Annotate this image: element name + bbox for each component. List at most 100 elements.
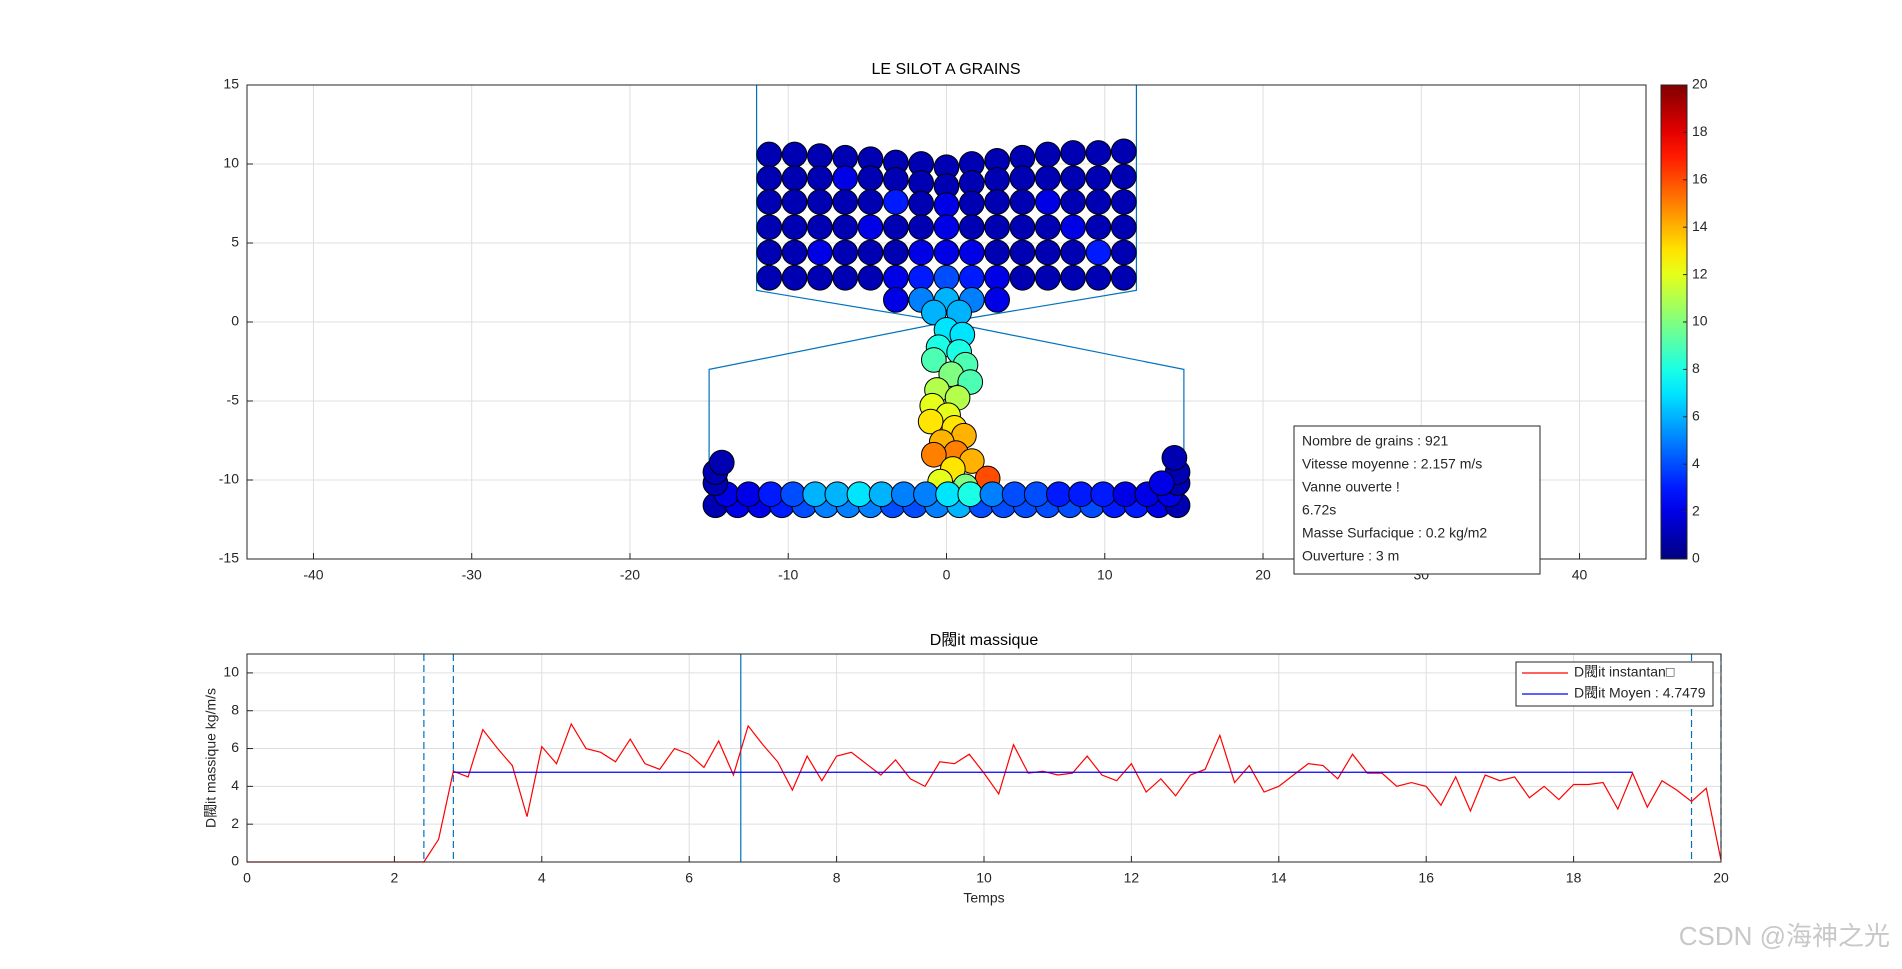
grain xyxy=(807,214,833,241)
grain xyxy=(883,287,909,313)
grain xyxy=(908,214,935,241)
colorbar-tick-label: 6 xyxy=(1692,408,1700,424)
grain xyxy=(1060,189,1086,215)
grain xyxy=(958,214,985,241)
grain xyxy=(756,165,783,192)
grain xyxy=(756,189,783,215)
grain xyxy=(1060,140,1086,166)
grain xyxy=(935,481,961,508)
x-tick-label: -20 xyxy=(620,567,640,583)
x-tick-label: 16 xyxy=(1418,870,1434,886)
colorbar xyxy=(1660,84,1688,560)
colorbar-tick-label: 14 xyxy=(1692,218,1708,234)
y-axis-label: D閥it massique kg/m/s xyxy=(203,688,219,828)
grain xyxy=(1023,481,1050,508)
y-tick-label: 0 xyxy=(231,313,239,329)
grain xyxy=(883,239,909,266)
grain xyxy=(832,264,859,291)
grain xyxy=(857,214,884,241)
grain xyxy=(781,264,808,291)
grain xyxy=(1085,264,1112,291)
axes-frame xyxy=(246,653,1722,863)
x-tick-label: 40 xyxy=(1572,567,1588,583)
grain xyxy=(781,189,808,215)
y-tick-label: 0 xyxy=(231,853,239,869)
grain xyxy=(984,214,1010,241)
grain xyxy=(883,214,909,241)
grain xyxy=(1161,445,1188,471)
y-tick-label: 2 xyxy=(231,815,239,831)
x-tick-label: 8 xyxy=(833,870,841,886)
grain xyxy=(1068,481,1094,508)
grain xyxy=(1110,264,1137,291)
grain xyxy=(807,165,833,192)
grain xyxy=(756,239,783,266)
x-tick-label: 6 xyxy=(685,870,693,886)
grain xyxy=(807,239,833,266)
y-tick-label: 5 xyxy=(231,234,239,250)
grain xyxy=(1110,189,1137,215)
grain xyxy=(1034,189,1061,215)
y-tick-label: 10 xyxy=(223,155,239,171)
grain xyxy=(1034,264,1061,291)
colorbar-tick-label: 12 xyxy=(1692,265,1708,281)
grain xyxy=(807,143,833,169)
grain xyxy=(1060,214,1086,241)
grain xyxy=(1046,481,1072,508)
grain xyxy=(1001,481,1028,508)
x-tick-label: -40 xyxy=(303,567,323,583)
y-tick-label: 10 xyxy=(223,664,239,680)
watermark: CSDN @海神之光 xyxy=(1679,921,1890,951)
colorbar-tick-label: 4 xyxy=(1692,455,1700,471)
grain xyxy=(958,239,985,266)
grain xyxy=(857,165,884,192)
y-tick-label: -5 xyxy=(227,392,240,408)
grain xyxy=(781,239,808,266)
colorbar-tick-label: 0 xyxy=(1692,550,1700,566)
plot-layer xyxy=(702,85,1191,519)
y-tick-label: 8 xyxy=(231,701,239,717)
grain xyxy=(908,239,935,266)
info-box xyxy=(1293,425,1541,575)
grain xyxy=(883,189,909,215)
grain xyxy=(1060,239,1086,266)
grain xyxy=(913,481,939,508)
grain xyxy=(1034,141,1061,168)
info-line: Masse Surfacique : 0.2 kg/m2 xyxy=(1302,525,1487,541)
grain xyxy=(933,192,960,218)
grain xyxy=(933,239,960,266)
info-line: Nombre de grains : 921 xyxy=(1302,433,1449,449)
grain xyxy=(1148,470,1175,497)
grain xyxy=(832,214,859,241)
colorbar-tick-label: 8 xyxy=(1692,360,1700,376)
grain xyxy=(780,481,806,508)
grain xyxy=(958,190,985,217)
x-axis-label: Temps xyxy=(963,890,1004,906)
grain xyxy=(1034,214,1061,241)
grain xyxy=(781,214,808,241)
y-tick-label: 6 xyxy=(231,739,239,755)
grain xyxy=(1090,481,1117,508)
info-line: Vanne ouverte ! xyxy=(1302,479,1400,495)
grain xyxy=(756,141,783,168)
grain xyxy=(984,166,1010,193)
grain xyxy=(1009,264,1036,291)
grain xyxy=(832,189,859,215)
grain xyxy=(1060,165,1086,192)
grain xyxy=(917,408,944,435)
grain xyxy=(832,165,859,192)
grain xyxy=(807,264,833,291)
x-tick-label: 4 xyxy=(538,870,546,886)
grain xyxy=(781,165,808,192)
grain xyxy=(957,481,984,508)
grain xyxy=(920,441,947,468)
grain xyxy=(708,449,735,476)
grain xyxy=(1110,214,1137,241)
grain xyxy=(1085,189,1112,215)
grain xyxy=(781,141,808,168)
x-tick-label: 20 xyxy=(1255,567,1271,583)
flow-title: D閥it massique xyxy=(930,632,1039,649)
colorbar-tick-label: 20 xyxy=(1692,76,1708,92)
grain xyxy=(832,239,859,266)
grain xyxy=(857,264,884,291)
